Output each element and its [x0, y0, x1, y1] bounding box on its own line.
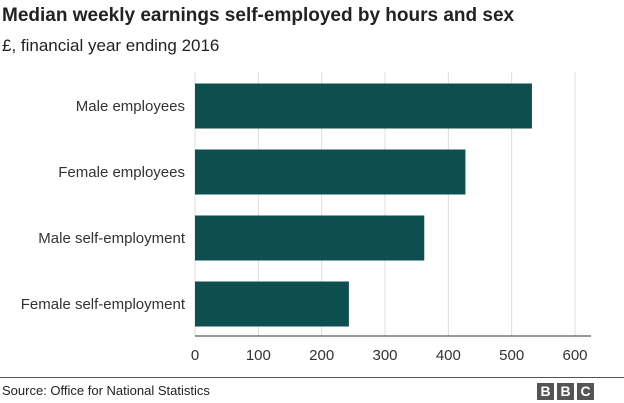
x-tick-label: 0 [191, 347, 199, 364]
bar [195, 149, 466, 195]
bar [195, 281, 349, 327]
bbc-logo-letter: C [577, 383, 594, 400]
x-tick-label: 300 [372, 347, 397, 364]
bar [195, 83, 532, 129]
x-tick-label: 500 [499, 347, 524, 364]
bar-chart: Male employees Female employees Male self-… [21, 72, 591, 364]
bbc-logo-letter: B [557, 383, 574, 400]
category-label: Female employees [58, 164, 185, 181]
x-tick-label: 600 [562, 347, 587, 364]
bbc-logo: B B C [537, 383, 594, 400]
footer-divider [0, 377, 624, 378]
x-tick-label: 100 [246, 347, 271, 364]
chart-subtitle: £, financial year ending 2016 [2, 36, 220, 55]
category-label: Female self-employment [21, 296, 186, 313]
source-note: Source: Office for National Statistics [2, 383, 210, 398]
category-label: Male self-employment [38, 230, 186, 247]
x-tick-label: 400 [436, 347, 461, 364]
chart-title: Median weekly earnings self-employed by … [2, 5, 515, 26]
x-tick-label: 200 [309, 347, 334, 364]
category-label: Male employees [76, 98, 185, 115]
bbc-logo-letter: B [537, 383, 554, 400]
bar [195, 215, 425, 261]
